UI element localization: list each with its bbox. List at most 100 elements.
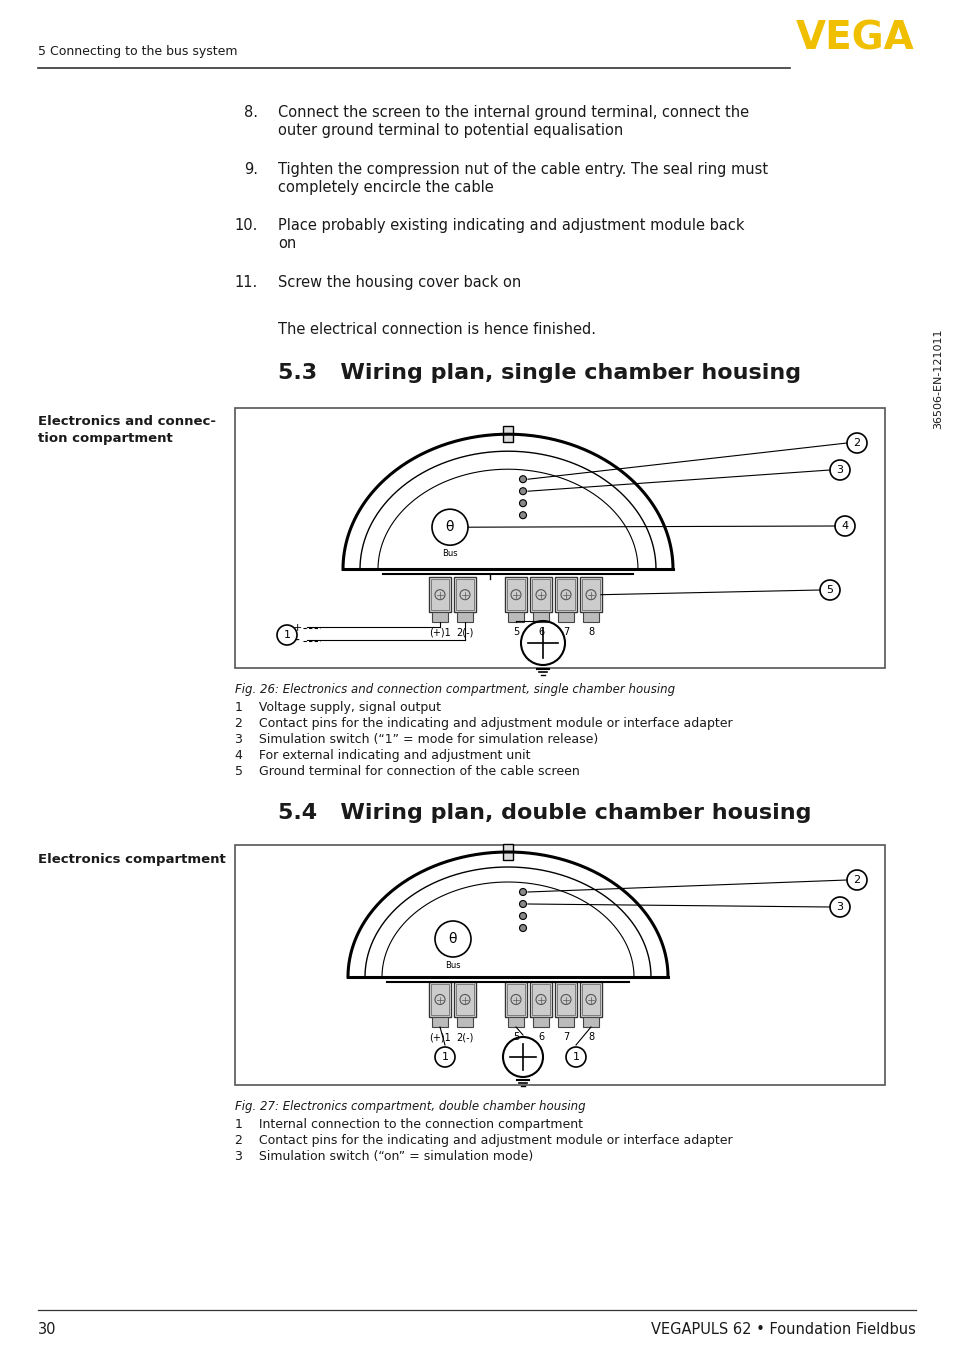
Bar bbox=[582, 1017, 598, 1026]
Bar bbox=[429, 577, 451, 612]
Bar bbox=[532, 580, 550, 611]
Bar bbox=[557, 580, 575, 611]
Bar bbox=[502, 427, 513, 443]
Bar bbox=[432, 612, 448, 623]
Text: completely encircle the cable: completely encircle the cable bbox=[277, 180, 494, 195]
Text: Tighten the compression nut of the cable entry. The seal ring must: Tighten the compression nut of the cable… bbox=[277, 162, 767, 177]
Bar bbox=[454, 577, 476, 612]
Text: 8: 8 bbox=[587, 627, 594, 638]
Bar bbox=[507, 612, 523, 623]
Text: 5.3   Wiring plan, single chamber housing: 5.3 Wiring plan, single chamber housing bbox=[277, 363, 801, 383]
Text: 2: 2 bbox=[853, 437, 860, 448]
Circle shape bbox=[519, 500, 526, 506]
Text: 11.: 11. bbox=[234, 275, 257, 290]
Text: VEGA: VEGA bbox=[796, 19, 914, 57]
Text: Screw the housing cover back on: Screw the housing cover back on bbox=[277, 275, 520, 290]
Text: 2    Contact pins for the indicating and adjustment module or interface adapter: 2 Contact pins for the indicating and ad… bbox=[234, 1135, 732, 1147]
Circle shape bbox=[519, 487, 526, 494]
Text: VEGAPULS 62 • Foundation Fieldbus: VEGAPULS 62 • Foundation Fieldbus bbox=[651, 1323, 915, 1338]
Circle shape bbox=[519, 900, 526, 907]
Text: Bus: Bus bbox=[445, 961, 460, 969]
Bar bbox=[504, 982, 526, 1017]
Text: 5: 5 bbox=[825, 585, 833, 594]
Text: θ: θ bbox=[448, 932, 456, 946]
Bar bbox=[234, 845, 884, 1085]
Text: on: on bbox=[277, 236, 296, 250]
Text: 5: 5 bbox=[513, 1032, 518, 1043]
Bar bbox=[555, 577, 577, 612]
Text: 9.: 9. bbox=[244, 162, 257, 177]
Bar bbox=[456, 612, 473, 623]
Bar bbox=[532, 984, 550, 1016]
Bar bbox=[558, 612, 574, 623]
Text: The electrical connection is hence finished.: The electrical connection is hence finis… bbox=[277, 322, 596, 337]
Bar bbox=[507, 1017, 523, 1026]
Text: 8: 8 bbox=[587, 1032, 594, 1043]
Circle shape bbox=[519, 888, 526, 895]
Bar bbox=[557, 984, 575, 1016]
Text: 1    Internal connection to the connection compartment: 1 Internal connection to the connection … bbox=[234, 1118, 582, 1131]
Bar bbox=[558, 1017, 574, 1026]
Bar bbox=[581, 580, 599, 611]
Text: 2(-): 2(-) bbox=[456, 627, 474, 638]
Text: 8.: 8. bbox=[244, 106, 257, 121]
Text: 1: 1 bbox=[441, 1052, 448, 1062]
Text: 3: 3 bbox=[836, 464, 842, 475]
Bar bbox=[432, 1017, 448, 1026]
Text: Connect the screen to the internal ground terminal, connect the: Connect the screen to the internal groun… bbox=[277, 106, 748, 121]
Bar bbox=[579, 982, 601, 1017]
Text: Bus: Bus bbox=[442, 550, 457, 558]
Bar bbox=[533, 612, 548, 623]
Text: (+)1: (+)1 bbox=[429, 1032, 451, 1043]
Text: 3    Simulation switch (“1” = mode for simulation release): 3 Simulation switch (“1” = mode for simu… bbox=[234, 733, 598, 746]
Bar bbox=[504, 577, 526, 612]
Bar bbox=[582, 612, 598, 623]
Bar bbox=[533, 1017, 548, 1026]
Text: 1: 1 bbox=[283, 630, 291, 640]
Text: 2: 2 bbox=[853, 875, 860, 886]
Text: 2    Contact pins for the indicating and adjustment module or interface adapter: 2 Contact pins for the indicating and ad… bbox=[234, 718, 732, 730]
Text: 3: 3 bbox=[836, 902, 842, 913]
Bar bbox=[456, 580, 474, 611]
Text: Fig. 27: Electronics compartment, double chamber housing: Fig. 27: Electronics compartment, double… bbox=[234, 1099, 585, 1113]
Text: 7: 7 bbox=[562, 1032, 569, 1043]
Text: 30: 30 bbox=[38, 1323, 56, 1338]
Text: (+)1: (+)1 bbox=[429, 627, 451, 638]
Bar bbox=[530, 577, 552, 612]
Text: -: - bbox=[294, 634, 299, 649]
Text: 36506-EN-121011: 36506-EN-121011 bbox=[932, 329, 942, 429]
Text: 6: 6 bbox=[537, 627, 543, 638]
Text: 5    Ground terminal for connection of the cable screen: 5 Ground terminal for connection of the … bbox=[234, 765, 579, 779]
Circle shape bbox=[519, 913, 526, 919]
Bar bbox=[429, 982, 451, 1017]
Text: +: + bbox=[292, 623, 301, 634]
Bar bbox=[506, 580, 524, 611]
Text: 4    For external indicating and adjustment unit: 4 For external indicating and adjustment… bbox=[234, 749, 530, 762]
Text: 1: 1 bbox=[572, 1052, 578, 1062]
Bar bbox=[456, 984, 474, 1016]
Text: 3    Simulation switch (“on” = simulation mode): 3 Simulation switch (“on” = simulation m… bbox=[234, 1150, 533, 1163]
Text: outer ground terminal to potential equalisation: outer ground terminal to potential equal… bbox=[277, 123, 622, 138]
Bar bbox=[581, 984, 599, 1016]
Text: 5.4   Wiring plan, double chamber housing: 5.4 Wiring plan, double chamber housing bbox=[277, 803, 811, 823]
Text: 2(-): 2(-) bbox=[456, 1032, 474, 1043]
Bar bbox=[431, 580, 449, 611]
Text: Place probably existing indicating and adjustment module back: Place probably existing indicating and a… bbox=[277, 218, 743, 233]
Text: Electronics and connec-: Electronics and connec- bbox=[38, 414, 215, 428]
Text: 6: 6 bbox=[537, 1032, 543, 1043]
Text: 5 Connecting to the bus system: 5 Connecting to the bus system bbox=[38, 46, 237, 58]
Text: 7: 7 bbox=[562, 627, 569, 638]
Text: 1    Voltage supply, signal output: 1 Voltage supply, signal output bbox=[234, 701, 440, 714]
Bar bbox=[506, 984, 524, 1016]
Text: tion compartment: tion compartment bbox=[38, 432, 172, 445]
Text: θ: θ bbox=[445, 520, 454, 535]
Bar bbox=[456, 1017, 473, 1026]
Bar bbox=[555, 982, 577, 1017]
Text: Fig. 26: Electronics and connection compartment, single chamber housing: Fig. 26: Electronics and connection comp… bbox=[234, 682, 675, 696]
Circle shape bbox=[519, 475, 526, 482]
Text: Electronics compartment: Electronics compartment bbox=[38, 853, 226, 867]
Bar bbox=[530, 982, 552, 1017]
Bar bbox=[431, 984, 449, 1016]
Bar bbox=[234, 408, 884, 668]
Text: 10.: 10. bbox=[234, 218, 257, 233]
